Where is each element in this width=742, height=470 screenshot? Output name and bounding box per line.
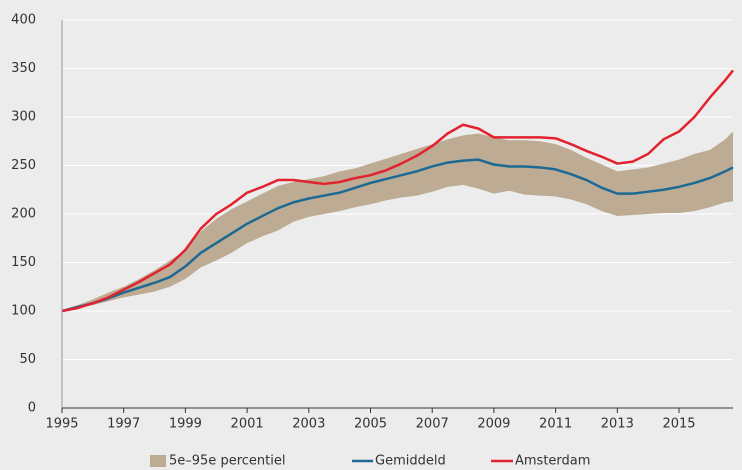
y-tick-label: 400 — [11, 13, 36, 28]
x-tick-label: 1999 — [169, 417, 202, 432]
x-tick-label: 1995 — [45, 417, 78, 432]
legend-label: Gemiddeld — [375, 454, 446, 469]
legend-label: 5e–95e percentiel — [169, 454, 285, 469]
x-tick-label: 1997 — [107, 417, 140, 432]
x-tick-label: 2015 — [662, 417, 695, 432]
legend-label: Amsterdam — [515, 454, 590, 469]
y-tick-label: 0 — [28, 401, 36, 416]
y-tick-label: 300 — [11, 110, 36, 125]
y-tick-label: 100 — [11, 304, 36, 319]
series-line — [61, 69, 734, 313]
y-tick-label: 350 — [11, 61, 36, 76]
x-tick-label: 2001 — [231, 417, 264, 432]
y-tick-label: 50 — [19, 352, 36, 367]
y-tick-label: 250 — [11, 158, 36, 173]
x-tick-label: 2007 — [416, 417, 449, 432]
legend-swatch — [150, 455, 166, 467]
x-tick-label: 2011 — [539, 417, 572, 432]
y-tick-label: 200 — [11, 207, 36, 222]
x-tick-label: 2009 — [477, 417, 510, 432]
series-line — [61, 158, 734, 313]
percentile-band — [62, 131, 733, 311]
x-tick-label: 2013 — [601, 417, 634, 432]
y-tick-label: 150 — [11, 255, 36, 270]
x-tick-label: 2005 — [354, 417, 387, 432]
x-tick-label: 2003 — [292, 417, 325, 432]
